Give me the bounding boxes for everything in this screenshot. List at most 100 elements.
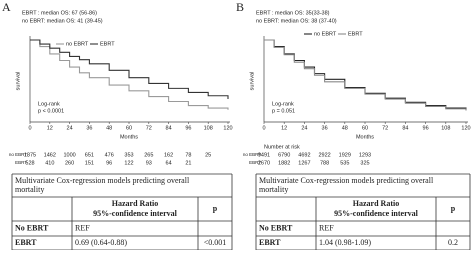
risk-row-label: EBRT	[249, 160, 261, 165]
risk-title: Number at risk	[264, 144, 300, 150]
x-tick-label: 120	[461, 125, 470, 131]
cox-table: Multivariate Cox-regression models predi…	[255, 173, 471, 251]
table-header: 95%-confidence interval	[93, 209, 178, 218]
risk-value: 325	[360, 160, 369, 166]
x-tick-label: 96	[185, 125, 191, 131]
panel-label: A	[2, 0, 11, 14]
table-header: 95%-confidence interval	[334, 209, 419, 218]
risk-value: 1462	[44, 152, 56, 158]
risk-value: 78	[185, 152, 191, 158]
risk-value: 6790	[278, 152, 290, 158]
log-rank-text: p = 0.051	[272, 108, 295, 114]
risk-value: 122	[124, 160, 133, 166]
risk-row-label: no EBRT	[243, 152, 261, 157]
table-header: p	[213, 204, 218, 213]
risk-value: 788	[320, 160, 329, 166]
x-tick-label: 108	[441, 125, 450, 131]
x-tick-label: 84	[402, 125, 408, 131]
risk-value: 535	[340, 160, 349, 166]
y-axis-label: survival	[15, 72, 21, 91]
risk-value: 476	[105, 152, 114, 158]
survival-curve	[30, 39, 229, 110]
log-rank-text: Log-rank	[272, 101, 294, 107]
risk-value: 353	[124, 152, 133, 158]
x-tick-label: 48	[106, 125, 112, 131]
risk-row-label: EBRT	[15, 160, 27, 165]
x-tick-label: 120	[223, 125, 232, 131]
risk-value: 528	[25, 160, 34, 166]
legend-label: EBRT	[348, 31, 363, 37]
x-tick-label: 108	[204, 125, 213, 131]
table-header: Hazard Ratio	[112, 199, 158, 208]
x-tick-label: 0	[28, 125, 31, 131]
legend-note: no EBRT: median OS: 38 (37-40)	[256, 18, 337, 24]
table-header: Hazard Ratio	[353, 199, 399, 208]
risk-value: 9491	[258, 152, 270, 158]
table-cell: EBRT	[259, 238, 281, 247]
legend-note: EBRT : median OS: 67 (56-86)	[22, 10, 97, 16]
table-header: p	[451, 204, 456, 213]
legend-note: no EBRT: median OS: 41 (39-45)	[22, 18, 103, 24]
table-title: Multivariate Cox-regression models predi…	[15, 176, 190, 185]
x-tick-label: 72	[146, 125, 152, 131]
risk-value: 151	[85, 160, 94, 166]
risk-value: 260	[65, 160, 74, 166]
log-rank-text: p < 0.0001	[38, 108, 64, 114]
x-tick-label: 0	[262, 125, 265, 131]
table-title: Multivariate Cox-regression models predi…	[259, 176, 434, 185]
legend-note: EBRT : median OS: 35(33-38)	[256, 10, 330, 16]
x-tick-label: 96	[423, 125, 429, 131]
log-rank-text: Log-rank	[38, 101, 60, 107]
risk-value: 1267	[298, 160, 310, 166]
risk-value: 2670	[258, 160, 270, 166]
table-cell: REF	[319, 223, 334, 232]
x-tick-label: 24	[67, 125, 73, 131]
table-cell: 0.2	[448, 238, 458, 247]
risk-value: 96	[106, 160, 112, 166]
risk-value: 1293	[359, 152, 371, 158]
survival-curve	[264, 39, 467, 110]
risk-value: 162	[164, 152, 173, 158]
x-axis-label: Months	[356, 134, 374, 140]
risk-value: 1882	[278, 160, 290, 166]
panel-label: B	[236, 0, 244, 14]
risk-value: 1875	[24, 152, 36, 158]
legend-label: EBRT	[100, 41, 115, 47]
table-cell: EBRT	[15, 238, 37, 247]
cox-table: Multivariate Cox-regression models predi…	[11, 173, 233, 251]
legend-label: no EBRT	[66, 41, 89, 47]
x-tick-label: 24	[301, 125, 307, 131]
x-tick-label: 84	[166, 125, 172, 131]
x-tick-label: 12	[47, 125, 53, 131]
table-cell: No EBRT	[259, 223, 293, 232]
x-axis-label: Months	[120, 134, 138, 140]
x-tick-label: 12	[281, 125, 287, 131]
x-tick-label: 72	[382, 125, 388, 131]
risk-value: 1929	[339, 152, 351, 158]
y-axis-label: survival	[249, 72, 255, 91]
risk-row-label: no EBRT	[9, 152, 27, 157]
table-cell: 0.69 (0.64-0.88)	[75, 238, 127, 247]
risk-value: 410	[45, 160, 54, 166]
table-title: mortality	[259, 185, 288, 194]
table-cell: No EBRT	[15, 223, 49, 232]
x-tick-label: 60	[126, 125, 132, 131]
table-cell: 1.04 (0.98-1.09)	[319, 238, 371, 247]
x-tick-label: 36	[86, 125, 92, 131]
survival-curve	[30, 39, 229, 100]
risk-value: 651	[85, 152, 94, 158]
survival-curve	[264, 39, 467, 111]
risk-value: 4692	[298, 152, 310, 158]
risk-value: 2922	[318, 152, 330, 158]
legend-label: no EBRT	[314, 31, 337, 37]
table-cell: <0.001	[204, 238, 227, 247]
risk-value: 21	[185, 160, 191, 166]
x-tick-label: 60	[362, 125, 368, 131]
table-cell: REF	[75, 223, 90, 232]
risk-value: 265	[144, 152, 153, 158]
risk-value: 25	[205, 152, 211, 158]
risk-value: 1000	[63, 152, 75, 158]
table-title: mortality	[15, 185, 44, 194]
x-tick-label: 48	[342, 125, 348, 131]
